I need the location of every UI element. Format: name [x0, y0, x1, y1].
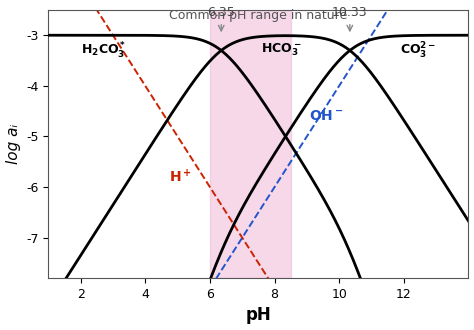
X-axis label: pH: pH — [246, 307, 271, 324]
Text: 10.33: 10.33 — [332, 6, 368, 31]
Text: 6.35: 6.35 — [207, 6, 235, 31]
Y-axis label: log aᵢ: log aᵢ — [6, 124, 20, 164]
Text: Common pH range in nature: Common pH range in nature — [169, 10, 347, 22]
Text: $\mathbf{H^+}$: $\mathbf{H^+}$ — [169, 168, 192, 185]
Text: $\mathbf{CO_3^{2-}}$: $\mathbf{CO_3^{2-}}$ — [400, 41, 436, 61]
Text: $\mathbf{HCO_3^-}$: $\mathbf{HCO_3^-}$ — [261, 41, 301, 58]
Bar — [210, 10, 291, 278]
Text: $\mathbf{OH^-}$: $\mathbf{OH^-}$ — [309, 109, 344, 123]
Text: $\mathbf{H_2CO_3^*}$: $\mathbf{H_2CO_3^*}$ — [81, 41, 126, 61]
